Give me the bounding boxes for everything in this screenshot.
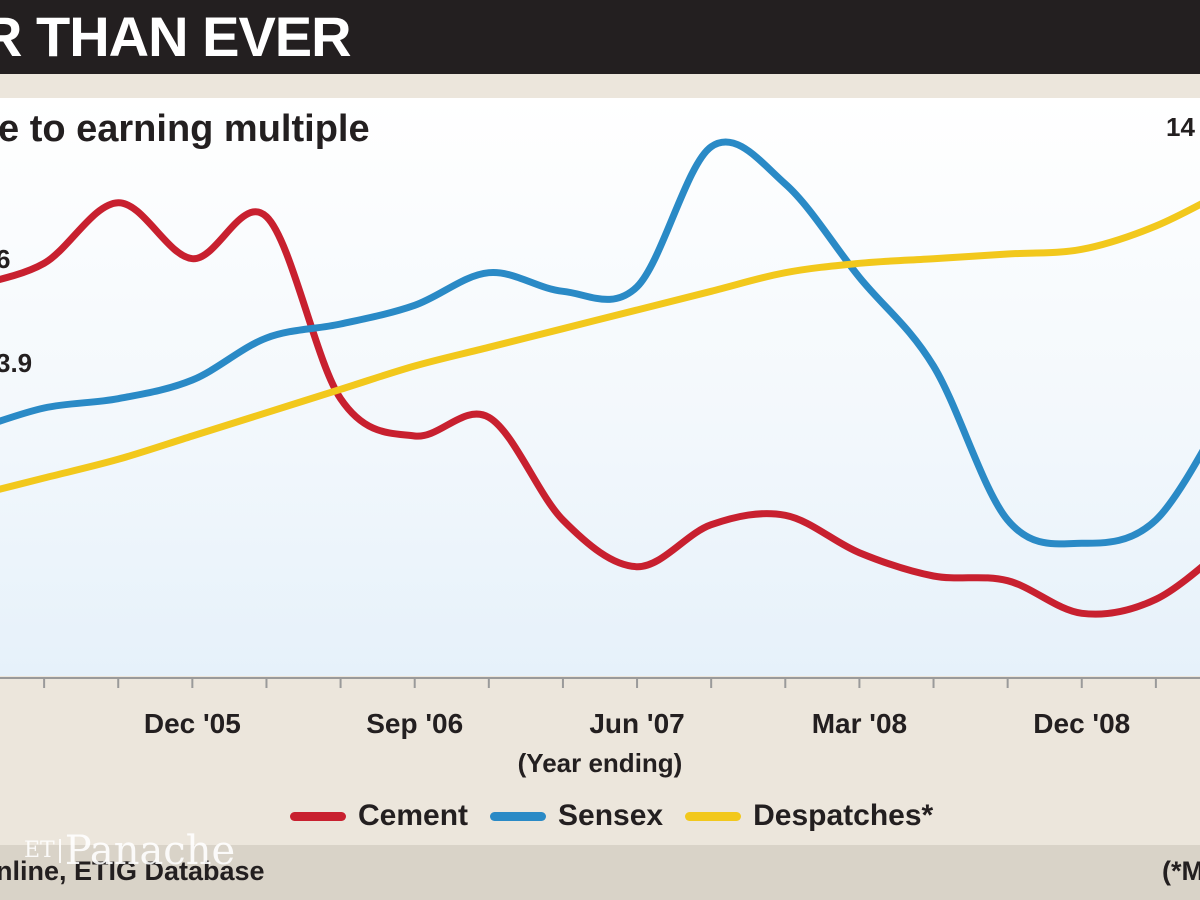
value-label: 14	[1166, 112, 1195, 142]
series-line-sensex	[0, 138, 1200, 548]
header-strip	[0, 74, 1200, 98]
x-tick-label: Dec '05	[144, 708, 241, 739]
source-text: nline, ETIG Database	[0, 856, 265, 886]
logo-wordmark: Panache	[64, 828, 236, 874]
footnote-text: (*M	[1162, 856, 1200, 886]
legend-item-sensex: Sensex	[490, 799, 663, 833]
value-labels: 6 3.9 14	[0, 112, 1195, 378]
series-line-despatches	[0, 200, 1200, 493]
legend-swatch-despatches	[685, 811, 742, 821]
title-bar: R THAN EVER	[0, 0, 1200, 74]
x-tick-label: Dec '08	[1033, 708, 1130, 739]
legend-swatch-sensex	[490, 811, 547, 821]
x-axis-label: (Year ending)	[517, 748, 683, 778]
x-tick-label: Sep '06	[366, 708, 463, 739]
legend-swatch-cement	[290, 811, 346, 821]
et-panache-logo: ET Panache	[24, 828, 235, 874]
legend-item-despatches: Despatches*	[685, 799, 933, 833]
footer-bar	[0, 845, 1200, 900]
legend-item-cement: Cement	[290, 799, 468, 833]
legend-label-despatches: Despatches*	[753, 799, 934, 832]
logo-et: ET	[24, 839, 61, 863]
x-axis	[0, 677, 1200, 688]
x-tick-labels: Dec '05 Sep '06 Jun '07 Mar '08 Dec '08	[144, 708, 1130, 739]
series-line-cement	[0, 199, 1200, 618]
series-layer	[0, 138, 1200, 618]
legend: Cement Sensex Despatches*	[290, 796, 955, 836]
legend-label-sensex: Sensex	[558, 799, 664, 832]
value-label: 6	[0, 244, 10, 274]
x-tick-label: Jun '07	[589, 708, 684, 739]
x-tick-label: Mar '08	[812, 708, 907, 739]
value-label: 3.9	[0, 348, 32, 378]
headline: R THAN EVER	[0, 5, 352, 68]
chart-subtitle: e to earning multiple	[0, 108, 370, 150]
legend-label-cement: Cement	[358, 799, 469, 832]
